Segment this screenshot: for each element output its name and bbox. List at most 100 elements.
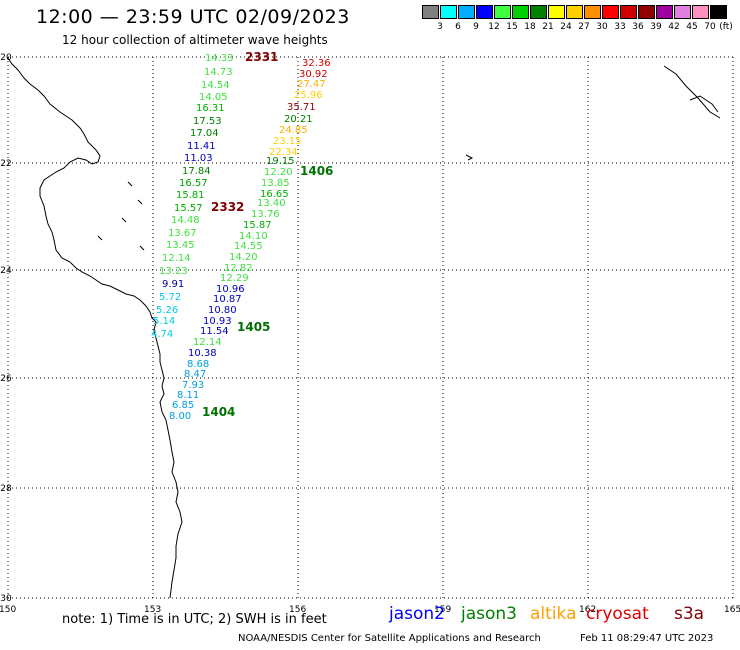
- wave-height-reading: 12.20: [264, 167, 293, 178]
- note-text: note: 1) Time is in UTC; 2) SWH is in fe…: [62, 612, 327, 627]
- track-pass-label: 2331: [245, 50, 278, 64]
- legend-level: 45: [686, 22, 698, 32]
- wave-height-reading: 12.14: [162, 253, 191, 264]
- wave-height-reading: 27.47: [297, 79, 326, 90]
- satellite-name: s3a: [674, 604, 705, 624]
- wave-height-reading: 14.73: [204, 67, 233, 78]
- coastline: [7, 57, 721, 599]
- wave-height-reading: 14.20: [229, 252, 258, 263]
- legend-level: 27: [578, 22, 590, 32]
- legend-swatch: [692, 5, 709, 19]
- wave-height-reading: 9.91: [162, 279, 184, 290]
- wave-height-reading: 20.21: [284, 114, 313, 125]
- legend-swatch: [674, 5, 691, 19]
- legend-level: 3: [437, 22, 443, 32]
- legend-swatch: [458, 5, 475, 19]
- wave-height-reading: 14.55: [234, 241, 263, 252]
- wave-height-reading: 10.38: [188, 348, 217, 359]
- wave-height-reading: 8.68: [187, 359, 209, 370]
- reef-islands: [97, 154, 474, 251]
- legend-swatch: [656, 5, 673, 19]
- wave-height-reading: 12.29: [220, 273, 249, 284]
- legend-unit: (ft): [719, 22, 733, 32]
- wave-height-reading: 15.57: [174, 203, 203, 214]
- satellite-name: cryosat: [586, 604, 649, 624]
- satellite-name: jason2: [389, 604, 445, 624]
- wave-height-reading: 4.74: [151, 329, 173, 340]
- wave-height-reading: 6.85: [172, 400, 194, 411]
- wave-height-reading: 23.15: [273, 136, 302, 147]
- legend-swatch: [494, 5, 511, 19]
- wave-height-reading: 10.80: [208, 305, 237, 316]
- wave-height-reading: 16.57: [179, 178, 208, 189]
- track-pass-label: 1406: [300, 164, 333, 178]
- wave-height-reading: 12.82: [224, 263, 253, 274]
- wave-height-reading: 17.53: [193, 116, 222, 127]
- legend-level: 24: [560, 22, 572, 32]
- legend-level: 30: [596, 22, 608, 32]
- page-title: 12:00 — 23:59 UTC 02/09/2023: [36, 6, 350, 28]
- wave-height-reading: 11.03: [184, 153, 213, 164]
- wave-height-reading: 16.31: [196, 103, 225, 114]
- wave-height-reading: 35.71: [287, 102, 316, 113]
- legend-swatch: [602, 5, 619, 19]
- timestamp-text: Feb 11 08:29:47 UTC 2023: [580, 633, 714, 644]
- wave-height-reading: 32.36: [302, 58, 331, 69]
- wave-height-reading: 25.96: [294, 90, 323, 101]
- legend-swatch: [476, 5, 493, 19]
- legend-level: 6: [455, 22, 461, 32]
- lon-label: 165: [724, 605, 740, 615]
- legend-swatch: [548, 5, 565, 19]
- wave-height-reading: 13.85: [261, 178, 290, 189]
- legend-swatch: [620, 5, 637, 19]
- wave-height-reading: 8.47: [184, 369, 206, 380]
- legend-swatch: [638, 5, 655, 19]
- wave-height-reading: 17.84: [182, 166, 211, 177]
- lon-label: 150: [0, 605, 16, 615]
- legend-level: 15: [506, 22, 518, 32]
- lat-label: -30: [0, 594, 12, 604]
- wave-height-reading: 15.87: [243, 220, 272, 231]
- legend-level: 21: [542, 22, 554, 32]
- track-pass-label: 1405: [237, 320, 270, 334]
- lon-label: 162: [579, 605, 596, 615]
- legend-level: 33: [614, 22, 626, 32]
- legend-level: 42: [668, 22, 680, 32]
- wave-height-reading: 24.85: [279, 125, 308, 136]
- wave-height-reading: 12.14: [193, 337, 222, 348]
- wave-height-reading: 14.54: [201, 80, 230, 91]
- wave-height-reading: 13.23: [159, 266, 188, 277]
- legend-level: 39: [650, 22, 662, 32]
- wave-height-reading: 14.33: [205, 53, 234, 64]
- wave-height-reading: 16.65: [260, 189, 289, 200]
- lat-label: -22: [0, 159, 12, 169]
- wave-height-reading: 30.92: [299, 69, 328, 80]
- wave-height-reading: 10.87: [213, 294, 242, 305]
- wave-height-reading: 19.15: [266, 156, 295, 167]
- wave-height-reading: 17.04: [190, 128, 219, 139]
- wave-height-reading: 13.40: [257, 198, 286, 209]
- wave-height-reading: 13.67: [168, 228, 197, 239]
- lon-label: 156: [289, 605, 306, 615]
- legend-swatch: [584, 5, 601, 19]
- track-pass-label: 1404: [202, 405, 235, 419]
- track-pass-label: 2332: [211, 200, 244, 214]
- wave-height-reading: 5.26: [156, 305, 178, 316]
- lon-label: 159: [434, 605, 451, 615]
- wave-height-reading: 10.93: [203, 316, 232, 327]
- lat-label: -24: [0, 266, 12, 276]
- wave-height-reading: 8.00: [169, 411, 191, 422]
- wave-height-reading: 8.11: [177, 390, 199, 401]
- legend-swatch: [512, 5, 529, 19]
- legend-level: 9: [473, 22, 479, 32]
- lat-label: -26: [0, 374, 12, 384]
- island-nz: [689, 95, 719, 113]
- wave-height-reading: 15.81: [176, 190, 205, 201]
- wave-height-reading: 14.05: [199, 92, 228, 103]
- island-ne: [663, 65, 721, 119]
- wave-height-reading: 7.93: [182, 380, 204, 391]
- legend-swatch: [710, 5, 727, 19]
- legend-level: 18: [524, 22, 536, 32]
